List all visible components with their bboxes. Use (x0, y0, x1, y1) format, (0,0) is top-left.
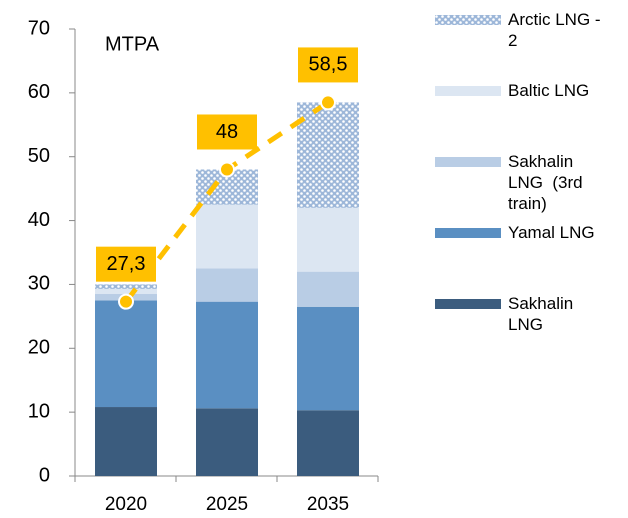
x-tick-label: 2025 (206, 494, 248, 515)
y-tick-label: 10 (28, 400, 50, 422)
legend-label-box: Arctic LNG - 2 (508, 10, 606, 50)
legend-label: Sakhalin LNG (3rd train) (508, 152, 588, 213)
bar-segment (297, 306, 359, 411)
bar-segment (95, 300, 157, 408)
bar-segment (196, 204, 258, 269)
data-label: 58,5 (309, 54, 348, 76)
bar-segment (297, 207, 359, 272)
y-tick-label: 50 (28, 145, 50, 167)
x-tick-label: 2020 (105, 494, 147, 515)
bar-segment (196, 408, 258, 476)
y-tick-label: 60 (28, 81, 50, 103)
data-label-box (298, 47, 358, 83)
bar-segment (95, 288, 157, 295)
legend-label-box: Yamal LNG (508, 223, 595, 242)
legend-label: Baltic LNG (508, 81, 590, 100)
data-label: 27,3 (107, 253, 146, 275)
legend-label-box: Sakhalin LNG (3rd train) (508, 152, 588, 213)
legend-label: Yamal LNG (508, 223, 595, 242)
total-point (219, 161, 235, 178)
legend-label: Sakhalin LNG (508, 294, 578, 334)
bar-segment (196, 268, 258, 302)
legend-swatch (435, 15, 501, 25)
legend-label-box: Baltic LNG (508, 81, 590, 100)
y-tick-label: 0 (39, 464, 50, 486)
y-tick-label: 70 (28, 17, 50, 39)
legend-swatch (435, 157, 501, 167)
bar-segment (297, 271, 359, 307)
total-point (118, 293, 134, 310)
bar-segment (297, 102, 359, 208)
data-label-box (96, 246, 156, 282)
bar-segment (95, 407, 157, 476)
legend-swatch (435, 228, 501, 238)
bar-segment (196, 301, 258, 409)
legend-label-box: Sakhalin LNG (508, 294, 578, 334)
legend-swatch (435, 86, 501, 96)
total-point (320, 94, 336, 111)
y-tick-label: 20 (28, 337, 50, 359)
data-label-box (197, 114, 257, 150)
y-tick-label: 30 (28, 273, 50, 295)
bar-segment (297, 410, 359, 476)
legend-label: Arctic LNG - 2 (508, 10, 606, 50)
data-label: 48 (216, 121, 238, 143)
legend-swatch (435, 299, 501, 309)
x-tick-label: 2035 (307, 494, 349, 515)
y-tick-label: 40 (28, 209, 50, 231)
unit-annotation: MTPA (105, 33, 160, 55)
bar-segment (95, 284, 157, 289)
